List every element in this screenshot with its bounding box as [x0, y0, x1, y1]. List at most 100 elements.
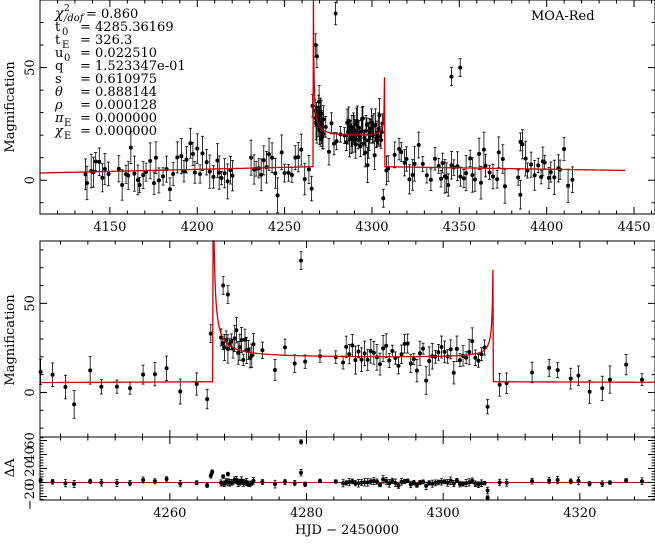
top-data-point	[481, 147, 486, 152]
param-chi2-symbol: χ	[54, 6, 65, 22]
zoom-data-point	[272, 367, 277, 372]
zoom-data-point	[568, 376, 573, 381]
top-data-point	[344, 140, 349, 145]
zoom-data-point	[439, 344, 444, 349]
top-data-point	[444, 175, 449, 180]
top-data-point	[440, 161, 445, 166]
top-data-point	[289, 172, 294, 177]
top-data-point	[321, 131, 326, 136]
top-data-point	[309, 186, 314, 191]
zoom-y-tick-label: 50	[23, 295, 38, 312]
residual-data-points	[38, 439, 644, 501]
top-data-point	[275, 193, 280, 198]
residual-data-point	[353, 481, 358, 486]
top-data-point	[332, 141, 337, 146]
top-data-point	[399, 150, 404, 155]
top-data-point	[296, 155, 301, 160]
residual-data-point	[299, 470, 304, 475]
residual-data-point	[368, 479, 373, 484]
zoom-data-point	[587, 389, 592, 394]
top-data-point	[490, 174, 495, 179]
residual-data-point	[128, 481, 133, 486]
zoom-data-point	[239, 338, 244, 343]
top-data-point	[126, 173, 131, 178]
zoom-data-point	[344, 344, 349, 349]
top-data-point	[286, 170, 291, 175]
top-data-point	[478, 180, 483, 185]
residual-data-point	[408, 482, 413, 487]
zoom-data-point	[368, 349, 373, 354]
residual-data-point	[576, 478, 581, 483]
top-data-point	[353, 142, 358, 147]
param-theta-symbol: θ	[55, 85, 63, 100]
zoom-data-point	[402, 341, 407, 346]
residual-data-point	[497, 480, 502, 485]
top-data-point	[184, 157, 189, 162]
top-data-point	[207, 169, 212, 174]
top-data-point	[219, 176, 224, 181]
residual-x-tick-label: 4280	[290, 506, 323, 521]
residual-y-tick-label: 60	[23, 432, 38, 449]
param-u0-symbol: u	[55, 46, 63, 61]
top-data-point	[299, 147, 304, 152]
zoom-data-point	[405, 341, 410, 346]
zoom-data-point	[353, 358, 358, 363]
zoom-data-point	[72, 402, 77, 407]
top-data-point	[83, 172, 88, 177]
param-chi2-subscript: /dof	[63, 13, 86, 24]
param-chi2-value: = 0.860	[86, 7, 138, 22]
top-data-point	[358, 144, 363, 149]
residual-data-point	[251, 478, 256, 483]
top-data-point	[404, 156, 409, 161]
zoom-axis-ticks: 0 50	[23, 241, 655, 437]
top-data-point	[483, 163, 488, 168]
zoom-data-point	[547, 365, 552, 370]
zoom-data-point	[624, 362, 629, 367]
top-data-point	[200, 151, 205, 156]
zoom-data-point	[470, 339, 475, 344]
zoom-data-point	[476, 358, 481, 363]
param-chiE-symbol: χ	[54, 124, 64, 139]
top-data-point	[458, 174, 463, 179]
zoom-data-point	[390, 348, 395, 353]
residual-data-point	[473, 481, 478, 486]
residual-y-tick-label: −20	[23, 483, 38, 510]
residual-y-tick-label: 40	[23, 446, 38, 463]
top-data-point	[407, 177, 412, 182]
top-data-point	[487, 170, 492, 175]
top-data-point	[428, 177, 433, 182]
top-data-point	[381, 196, 386, 201]
zoom-data-point	[381, 346, 386, 351]
top-x-tick-label: 4300	[355, 220, 388, 235]
top-data-point	[518, 139, 523, 144]
residual-data-point	[504, 480, 509, 485]
residual-data-point	[451, 481, 456, 486]
residual-data-point	[479, 481, 484, 486]
zoom-data-point	[232, 336, 237, 341]
top-data-point	[116, 166, 121, 171]
residual-data-point	[607, 480, 612, 485]
residual-data-point	[387, 481, 392, 486]
zoom-y-tick-label: 0	[23, 388, 38, 396]
residual-y-tick-label: 0	[23, 478, 38, 486]
top-x-tick-label: 4250	[268, 220, 301, 235]
residual-data-point	[50, 479, 55, 484]
top-data-point	[128, 145, 133, 150]
top-data-point	[542, 160, 547, 165]
param-piE-subscript: E	[64, 118, 71, 129]
residual-data-point	[396, 483, 401, 488]
top-data-point	[392, 152, 397, 157]
top-data-point	[261, 158, 266, 163]
top-x-tick-label: 4150	[93, 220, 126, 235]
residual-data-point	[141, 477, 146, 482]
residual-data-point	[114, 480, 119, 485]
param-u0: u 0 = 0.022510	[55, 46, 157, 64]
residual-data-point	[152, 479, 157, 484]
top-data-point	[137, 183, 142, 188]
residual-data-point	[436, 480, 441, 485]
zoom-data-point	[260, 348, 265, 353]
residual-x-tick-label: 4260	[153, 506, 186, 521]
top-data-point	[267, 152, 272, 157]
param-u0-subscript: 0	[64, 53, 70, 64]
zoom-panel: 0 50 Magnification	[3, 240, 655, 438]
